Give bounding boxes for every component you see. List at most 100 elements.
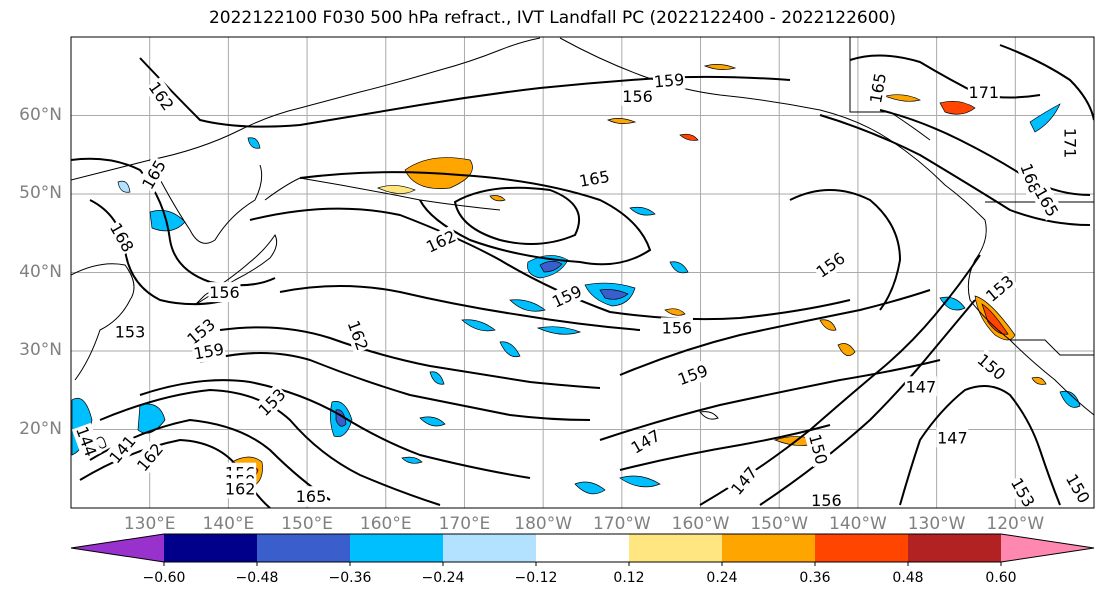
- lon-label: 120°W: [986, 514, 1045, 534]
- lat-label: 40°N: [19, 261, 62, 282]
- contour-line: [619, 424, 831, 471]
- contour-label-bg: [1060, 126, 1081, 159]
- contour-label-bg: [295, 486, 328, 507]
- contour-line: [89, 418, 331, 501]
- contour-label-bg: [1016, 159, 1046, 197]
- contour-label: 162: [225, 479, 256, 498]
- colorbar-segment: [536, 534, 629, 562]
- anomaly-negative: [599, 289, 629, 300]
- colorbar-segment: [350, 534, 443, 562]
- colorbar-tick-label: −0.24: [421, 570, 465, 586]
- contour-label: 156: [811, 491, 842, 510]
- anomaly-positive: [981, 303, 1009, 335]
- contour-line: [999, 44, 1094, 121]
- contour-label-bg: [864, 70, 891, 106]
- anomaly-negative: [419, 416, 446, 427]
- contour-label-bg: [422, 225, 460, 257]
- colorbar-tick-label: 0.60: [985, 570, 1017, 586]
- contour-label: 147: [906, 377, 937, 396]
- anomaly-negative: [619, 475, 661, 488]
- anomaly-negative: [1029, 103, 1061, 133]
- contour-line: [219, 326, 601, 389]
- contour-label-bg: [576, 165, 612, 191]
- contour-line: [789, 189, 902, 311]
- contour-label-bg: [131, 438, 168, 476]
- anomaly-negative: [117, 180, 131, 193]
- contour-line: [279, 285, 641, 331]
- anomaly-positive: [819, 319, 837, 331]
- contour-label: 171: [969, 83, 1000, 102]
- coastline-north-america: [967, 219, 1094, 416]
- contour-label-bg: [967, 81, 1000, 102]
- contour-label: 156: [622, 87, 653, 106]
- contour-label-bg: [660, 317, 693, 338]
- contour-label: 171: [1060, 128, 1079, 159]
- lat-label: 30°N: [19, 340, 62, 360]
- lon-label: 130°E: [123, 514, 176, 534]
- contour-label: 156: [209, 283, 240, 302]
- contour-label-bg: [104, 430, 141, 468]
- contour-label-bg: [980, 270, 1019, 307]
- anomaly-positive: [1031, 376, 1047, 385]
- anomaly-positive: [607, 118, 637, 124]
- anomaly-negative: [499, 341, 521, 358]
- anomaly-positive: [377, 185, 416, 194]
- hawaii: [699, 411, 719, 420]
- lat-label: 50°N: [19, 183, 62, 203]
- anomaly-negative: [574, 481, 606, 495]
- anomaly-positive: [679, 133, 699, 141]
- anomaly-positive: [703, 64, 737, 70]
- contour-label-bg: [136, 155, 171, 194]
- colorbar-segment: [164, 534, 257, 562]
- contour-line: [819, 114, 1091, 226]
- contour-label-bg: [621, 85, 654, 106]
- anomaly-negative: [509, 299, 546, 312]
- contour-line: [899, 385, 1061, 506]
- contour-line: [849, 54, 1041, 99]
- anomaly-negative: [629, 206, 656, 216]
- contour-label-bg: [182, 313, 220, 350]
- lon-label: 150°E: [281, 514, 333, 534]
- map-frame: [70, 36, 1095, 509]
- colorbar-segment: [71, 534, 164, 562]
- contour-label-bg: [626, 424, 665, 458]
- lon-label: 180°W: [514, 514, 573, 534]
- contour-label-bg: [811, 247, 850, 283]
- colorbar-tick-label: −0.60: [142, 570, 186, 586]
- contour-label-bg: [674, 359, 712, 390]
- colorbar: [70, 533, 1095, 566]
- anomaly-negative: [669, 261, 689, 274]
- colorbar-tick-label: −0.12: [514, 570, 558, 586]
- contour-line: [299, 171, 652, 266]
- lon-label: 130°W: [907, 514, 966, 534]
- contour-label-bg: [1030, 182, 1064, 221]
- lon-label: 140°E: [202, 514, 255, 534]
- coastline-japan: [194, 234, 278, 306]
- colorbar-segment: [629, 534, 722, 562]
- anomaly-negative: [401, 456, 423, 464]
- anomaly-negative: [536, 326, 582, 335]
- contour-label: 165: [296, 487, 327, 506]
- colorbar-tick-label: 0.36: [799, 570, 831, 586]
- lon-label: 140°W: [829, 514, 887, 534]
- anomaly-negative: [539, 260, 563, 273]
- colorbar-segment: [1001, 534, 1094, 562]
- colorbar-tick-label: −0.48: [235, 570, 279, 586]
- coastline-asia: [71, 263, 135, 381]
- lon-label: 160°W: [671, 514, 730, 534]
- contour-label-bg: [253, 383, 291, 421]
- colorbar-segment: [908, 534, 1001, 562]
- colorbar-segment: [443, 534, 536, 562]
- contour-label-bg: [725, 461, 762, 500]
- map-title: 2022122100 F030 500 hPa refract., IVT La…: [208, 8, 896, 28]
- coastline-alaska: [559, 37, 986, 221]
- lat-label: 20°N: [19, 418, 62, 439]
- colorbar-segment: [257, 534, 350, 562]
- anomaly-negative: [429, 371, 445, 385]
- anomaly-negative: [137, 403, 166, 434]
- lon-label: 170°W: [592, 514, 651, 534]
- contour-label-bg: [652, 68, 686, 92]
- contour-line: [453, 186, 580, 245]
- contour-label-bg: [114, 321, 147, 342]
